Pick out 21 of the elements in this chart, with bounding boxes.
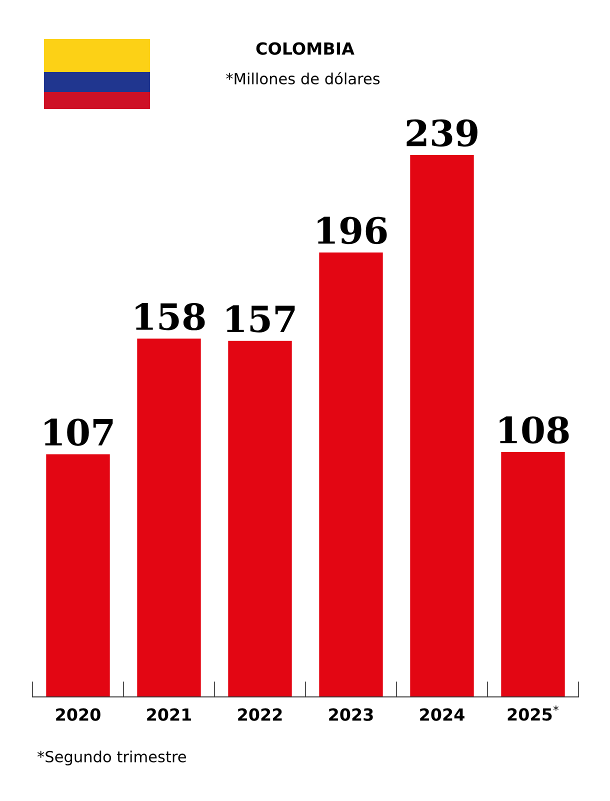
x-tick-label: 2025$^{*}$ — [508, 705, 559, 721]
bar — [137, 338, 201, 697]
bar — [410, 155, 474, 697]
x-tick-label: 2020 — [56, 708, 100, 721]
chart-subtitle: *Millones de dólares — [226, 72, 380, 84]
x-tick-label: 2024 — [420, 708, 464, 721]
chart-title: COLOMBIA — [256, 42, 354, 55]
data-label: 158 — [136, 302, 205, 330]
x-tick-label: 2021 — [147, 708, 192, 721]
data-label: 239 — [406, 119, 478, 147]
x-tick-label: 2023 — [329, 708, 373, 721]
bar — [501, 452, 565, 697]
bar — [319, 252, 383, 697]
data-label: 157 — [226, 305, 295, 333]
x-tick-label: 2022 — [238, 708, 282, 721]
data-label: 107 — [44, 418, 113, 446]
data-label: 108 — [500, 416, 569, 444]
bar — [46, 454, 110, 697]
data-label: 196 — [318, 216, 387, 244]
text: *Segundo trimestre — [37, 750, 186, 766]
bar — [228, 340, 292, 697]
